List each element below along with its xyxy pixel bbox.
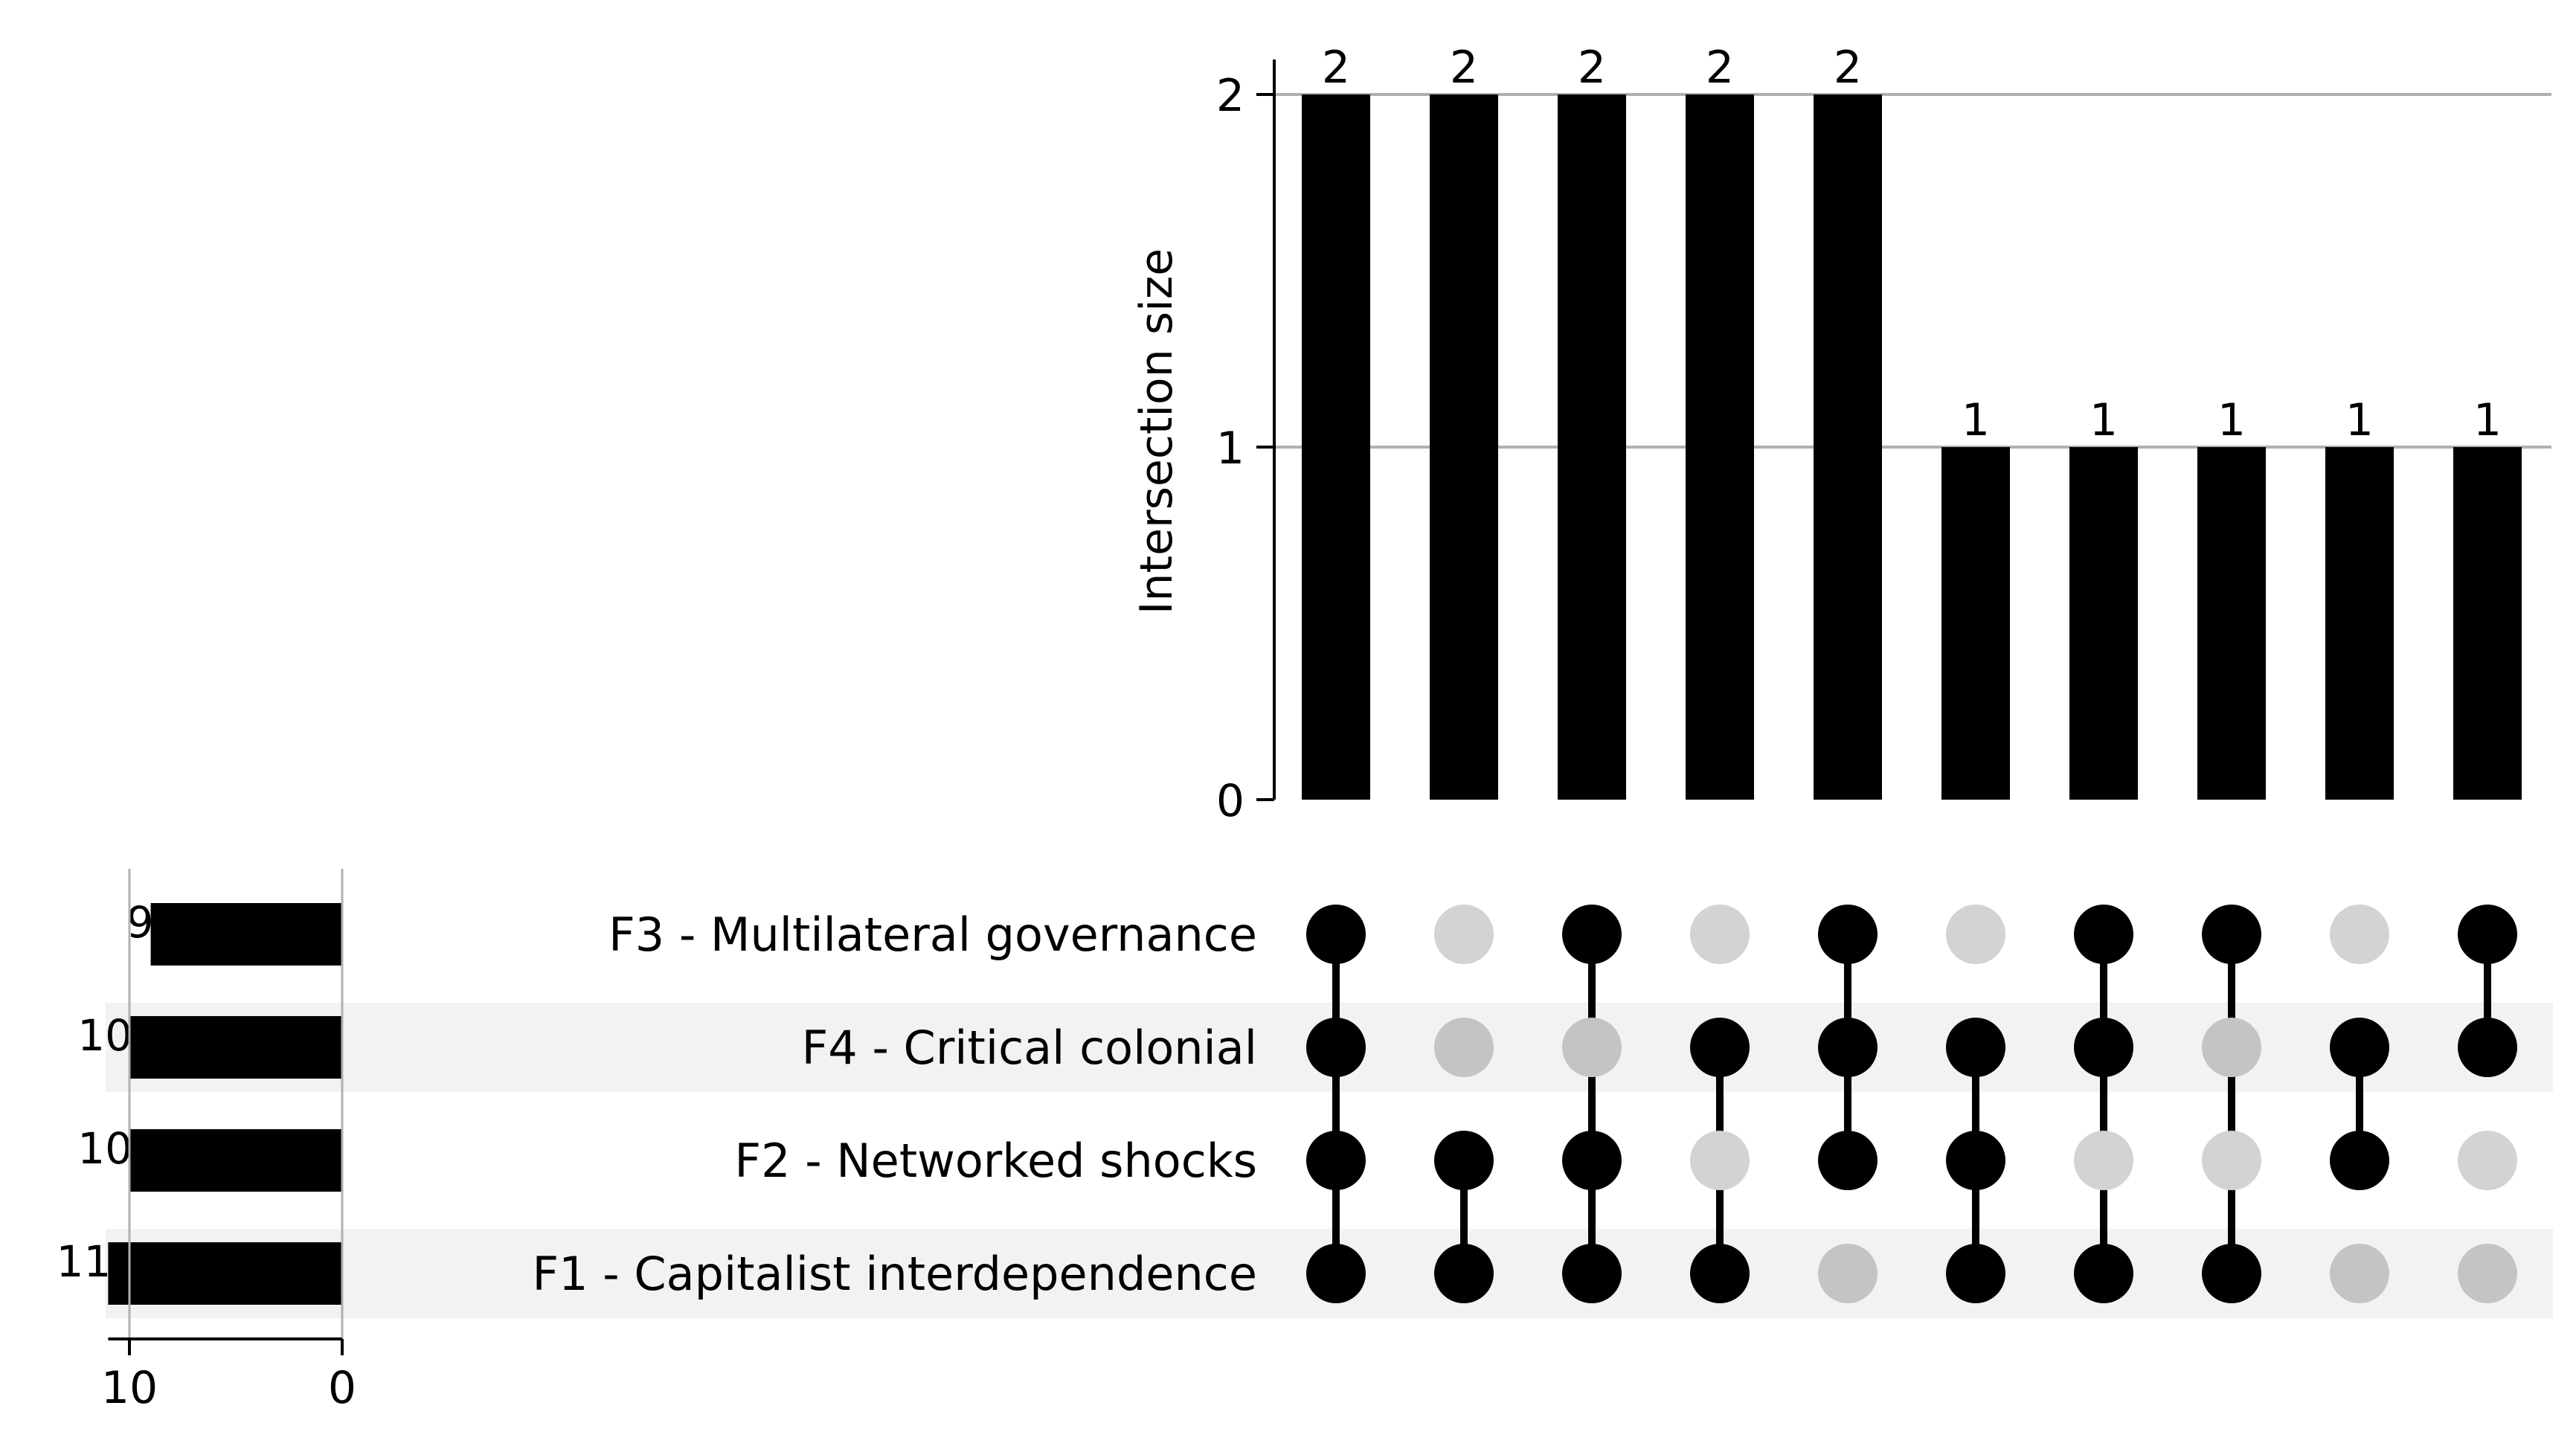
matrix-dot-active xyxy=(1690,1244,1750,1303)
matrix-dot-active xyxy=(2074,1244,2133,1303)
matrix-dot-active xyxy=(1306,1131,1366,1190)
set-size-axis: 10 0 xyxy=(101,869,356,1414)
matrix-dot-inactive xyxy=(2330,1244,2389,1303)
intersection-bar xyxy=(1941,447,2010,800)
matrix-dot-active xyxy=(1818,905,1878,964)
matrix-dot-active xyxy=(2458,1018,2517,1077)
matrix-dot-inactive xyxy=(1434,1018,1494,1077)
set-label: F3 - Multilateral governance xyxy=(608,908,1257,962)
set-size-tick-label: 0 xyxy=(328,1362,356,1414)
matrix-dot-active xyxy=(1306,1018,1366,1077)
set-size-label: 10 xyxy=(77,1123,132,1174)
bar-value-label: 1 xyxy=(2473,394,2502,446)
membership-matrix xyxy=(1306,905,2517,1303)
matrix-dot-inactive xyxy=(1690,1131,1750,1190)
intersection-y-axis: 0 1 2 xyxy=(1216,60,1276,827)
matrix-dot-active xyxy=(2330,1131,2389,1190)
matrix-dot-active xyxy=(1690,1018,1750,1077)
bar-value-label: 2 xyxy=(1578,42,1606,94)
set-labels: F3 - Multilateral governance F4 - Critica… xyxy=(532,908,1257,1301)
matrix-dot-active xyxy=(2202,905,2261,964)
matrix-dot-active xyxy=(1306,905,1366,964)
set-size-bar xyxy=(129,1129,342,1192)
set-size-bar xyxy=(108,1242,342,1305)
matrix-dot-active xyxy=(1946,1018,2005,1077)
matrix-dot-inactive xyxy=(2202,1018,2261,1077)
intersection-bar xyxy=(1430,94,1498,800)
set-size-bar xyxy=(129,1016,342,1079)
intersection-bar xyxy=(2325,447,2394,800)
matrix-dot-inactive xyxy=(1562,1018,1622,1077)
y-tick-label: 0 xyxy=(1216,775,1244,827)
matrix-dot-inactive xyxy=(2458,1131,2517,1190)
set-size-label: 11 xyxy=(57,1236,112,1287)
matrix-dot-inactive xyxy=(1690,905,1750,964)
matrix-dot-inactive xyxy=(2202,1131,2261,1190)
matrix-dot-active xyxy=(2202,1244,2261,1303)
matrix-dot-active xyxy=(1434,1131,1494,1190)
bar-value-label: 2 xyxy=(1450,42,1478,94)
bar-value-label: 2 xyxy=(1706,42,1734,94)
intersection-bar xyxy=(2197,447,2266,800)
matrix-dot-active xyxy=(2458,905,2517,964)
matrix-dot-active xyxy=(1562,1244,1622,1303)
intersection-bar-labels: 2 2 2 2 2 1 1 1 1 1 xyxy=(1322,42,2502,446)
matrix-dot-active xyxy=(1562,905,1622,964)
set-size-bars: 9 10 10 11 xyxy=(57,897,342,1305)
matrix-dot-active xyxy=(1946,1131,2005,1190)
matrix-dot-active xyxy=(2074,1018,2133,1077)
bar-value-label: 2 xyxy=(1834,42,1862,94)
y-tick-label: 2 xyxy=(1216,70,1244,122)
matrix-dot-active xyxy=(1818,1018,1878,1077)
matrix-dot-inactive xyxy=(2330,905,2389,964)
set-label: F2 - Networked shocks xyxy=(734,1134,1257,1188)
y-tick-label: 1 xyxy=(1216,423,1244,475)
matrix-dot-inactive xyxy=(1434,905,1494,964)
y-axis-label: Intersection size xyxy=(1131,248,1183,614)
intersection-bar xyxy=(1686,94,1754,800)
matrix-dot-inactive xyxy=(1818,1244,1878,1303)
bar-value-label: 1 xyxy=(2217,394,2246,446)
set-size-tick-label: 10 xyxy=(101,1362,158,1414)
intersection-bar xyxy=(1302,94,1370,800)
matrix-dot-inactive xyxy=(2074,1131,2133,1190)
intersection-bars xyxy=(1302,94,2522,800)
matrix-dot-active xyxy=(1434,1244,1494,1303)
matrix-dot-active xyxy=(1562,1131,1622,1190)
intersection-bar xyxy=(1814,94,1882,800)
intersection-bar xyxy=(1558,94,1626,800)
matrix-dot-active xyxy=(2330,1018,2389,1077)
set-size-label: 10 xyxy=(77,1010,132,1061)
bar-value-label: 1 xyxy=(1962,394,1990,446)
intersection-bar xyxy=(2453,447,2522,800)
intersection-bar xyxy=(2069,447,2138,800)
set-size-label: 9 xyxy=(126,897,154,948)
set-label: F4 - Critical colonial xyxy=(802,1021,1257,1075)
matrix-dot-active xyxy=(1818,1131,1878,1190)
bar-value-label: 1 xyxy=(2345,394,2374,446)
set-label: F1 - Capitalist interdependence xyxy=(532,1247,1257,1301)
bar-value-label: 1 xyxy=(2090,394,2118,446)
matrix-dot-active xyxy=(2074,905,2133,964)
bar-value-label: 2 xyxy=(1322,42,1350,94)
matrix-dot-inactive xyxy=(1946,905,2005,964)
set-size-bar xyxy=(150,903,342,966)
matrix-dot-inactive xyxy=(2458,1244,2517,1303)
matrix-dot-active xyxy=(1946,1244,2005,1303)
matrix-dot-active xyxy=(1306,1244,1366,1303)
